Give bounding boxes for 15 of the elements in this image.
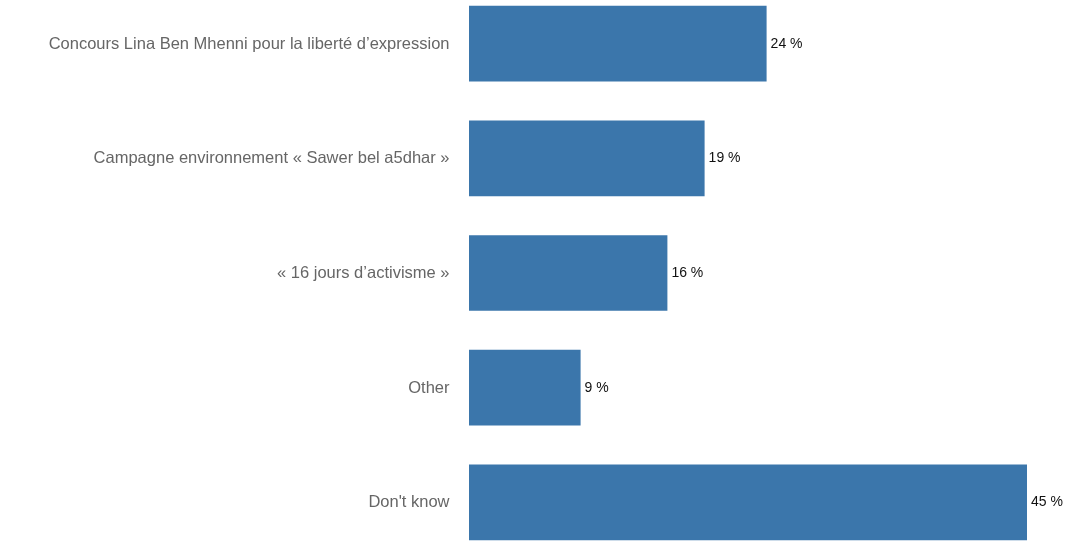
- y-tick-label: « 16 jours d’activisme »: [277, 263, 450, 281]
- data-label: 9 %: [584, 378, 609, 395]
- bar: [469, 5, 767, 82]
- y-tick-label: Other: [408, 377, 450, 396]
- bar: [469, 464, 1027, 541]
- data-label: 16 %: [671, 264, 704, 280]
- data-label: 45 %: [1031, 493, 1063, 510]
- y-tick-label: Campagne environnement « Sawer bel a5dhar »: [93, 148, 450, 167]
- bar: [469, 235, 668, 311]
- bar: [469, 120, 705, 197]
- y-tick-label: Don't know: [368, 492, 450, 511]
- bar: [469, 349, 581, 426]
- data-label: 24 %: [770, 34, 803, 51]
- y-tick-label: Concours Lina Ben Mhenni pour la liberté d’expression: [48, 33, 450, 52]
- data-label: 19 %: [708, 149, 741, 166]
